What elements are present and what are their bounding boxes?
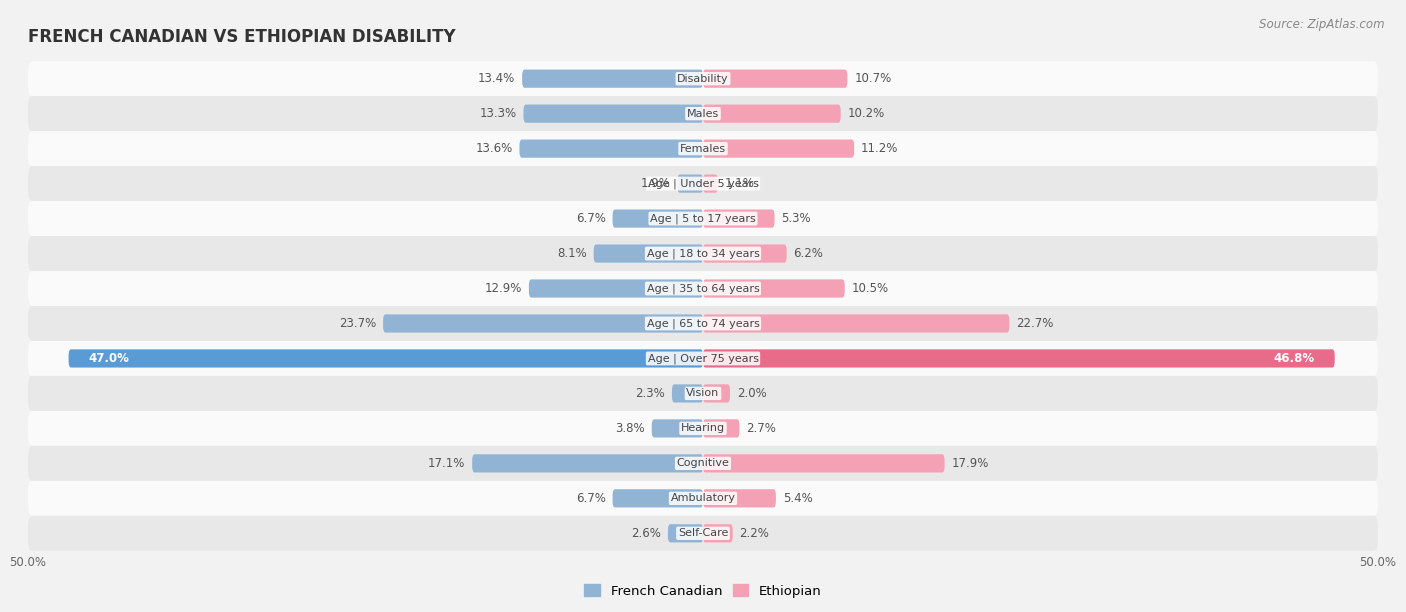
FancyBboxPatch shape xyxy=(703,209,775,228)
Text: 8.1%: 8.1% xyxy=(557,247,586,260)
FancyBboxPatch shape xyxy=(28,166,1378,201)
FancyBboxPatch shape xyxy=(703,70,848,88)
Text: 2.2%: 2.2% xyxy=(740,527,769,540)
FancyBboxPatch shape xyxy=(28,201,1378,236)
Text: Age | Under 5 years: Age | Under 5 years xyxy=(648,178,758,189)
FancyBboxPatch shape xyxy=(28,446,1378,481)
Text: Males: Males xyxy=(688,109,718,119)
FancyBboxPatch shape xyxy=(703,105,841,123)
FancyBboxPatch shape xyxy=(652,419,703,438)
Text: 2.6%: 2.6% xyxy=(631,527,661,540)
FancyBboxPatch shape xyxy=(593,244,703,263)
FancyBboxPatch shape xyxy=(28,61,1378,96)
Text: Females: Females xyxy=(681,144,725,154)
Text: 17.9%: 17.9% xyxy=(952,457,988,470)
FancyBboxPatch shape xyxy=(703,174,718,193)
Text: 10.7%: 10.7% xyxy=(855,72,891,85)
FancyBboxPatch shape xyxy=(703,140,855,158)
FancyBboxPatch shape xyxy=(703,489,776,507)
FancyBboxPatch shape xyxy=(28,131,1378,166)
FancyBboxPatch shape xyxy=(28,341,1378,376)
FancyBboxPatch shape xyxy=(613,489,703,507)
Text: Age | 35 to 64 years: Age | 35 to 64 years xyxy=(647,283,759,294)
Text: 11.2%: 11.2% xyxy=(860,142,898,155)
Text: Self-Care: Self-Care xyxy=(678,528,728,539)
FancyBboxPatch shape xyxy=(668,524,703,542)
Text: 13.6%: 13.6% xyxy=(475,142,513,155)
FancyBboxPatch shape xyxy=(672,384,703,403)
Text: Source: ZipAtlas.com: Source: ZipAtlas.com xyxy=(1260,18,1385,31)
Text: 13.3%: 13.3% xyxy=(479,107,517,120)
Text: 12.9%: 12.9% xyxy=(485,282,522,295)
FancyBboxPatch shape xyxy=(382,315,703,332)
Text: Age | Over 75 years: Age | Over 75 years xyxy=(648,353,758,364)
FancyBboxPatch shape xyxy=(28,306,1378,341)
FancyBboxPatch shape xyxy=(529,280,703,297)
Text: 5.3%: 5.3% xyxy=(782,212,811,225)
Text: 22.7%: 22.7% xyxy=(1017,317,1053,330)
Text: 2.0%: 2.0% xyxy=(737,387,766,400)
Text: Disability: Disability xyxy=(678,73,728,84)
FancyBboxPatch shape xyxy=(703,454,945,472)
Text: Cognitive: Cognitive xyxy=(676,458,730,468)
FancyBboxPatch shape xyxy=(522,70,703,88)
Text: 17.1%: 17.1% xyxy=(427,457,465,470)
Text: 23.7%: 23.7% xyxy=(339,317,377,330)
FancyBboxPatch shape xyxy=(28,516,1378,551)
FancyBboxPatch shape xyxy=(28,271,1378,306)
FancyBboxPatch shape xyxy=(703,419,740,438)
Text: 1.9%: 1.9% xyxy=(641,177,671,190)
FancyBboxPatch shape xyxy=(472,454,703,472)
Text: 3.8%: 3.8% xyxy=(616,422,645,435)
FancyBboxPatch shape xyxy=(69,349,703,368)
FancyBboxPatch shape xyxy=(703,384,730,403)
Text: Ambulatory: Ambulatory xyxy=(671,493,735,503)
FancyBboxPatch shape xyxy=(703,349,1334,368)
Text: FRENCH CANADIAN VS ETHIOPIAN DISABILITY: FRENCH CANADIAN VS ETHIOPIAN DISABILITY xyxy=(28,28,456,46)
Text: 6.7%: 6.7% xyxy=(576,492,606,505)
Text: 10.5%: 10.5% xyxy=(852,282,889,295)
Text: 13.4%: 13.4% xyxy=(478,72,516,85)
Text: Vision: Vision xyxy=(686,389,720,398)
Text: Age | 5 to 17 years: Age | 5 to 17 years xyxy=(650,214,756,224)
FancyBboxPatch shape xyxy=(523,105,703,123)
Text: Age | 65 to 74 years: Age | 65 to 74 years xyxy=(647,318,759,329)
Text: 2.3%: 2.3% xyxy=(636,387,665,400)
FancyBboxPatch shape xyxy=(703,280,845,297)
Text: 2.7%: 2.7% xyxy=(747,422,776,435)
FancyBboxPatch shape xyxy=(678,174,703,193)
Text: 6.7%: 6.7% xyxy=(576,212,606,225)
Text: Hearing: Hearing xyxy=(681,424,725,433)
FancyBboxPatch shape xyxy=(28,411,1378,446)
Legend: French Canadian, Ethiopian: French Canadian, Ethiopian xyxy=(579,579,827,603)
Text: 47.0%: 47.0% xyxy=(89,352,129,365)
FancyBboxPatch shape xyxy=(703,244,787,263)
FancyBboxPatch shape xyxy=(703,524,733,542)
FancyBboxPatch shape xyxy=(28,376,1378,411)
FancyBboxPatch shape xyxy=(613,209,703,228)
Text: 5.4%: 5.4% xyxy=(783,492,813,505)
FancyBboxPatch shape xyxy=(519,140,703,158)
Text: 1.1%: 1.1% xyxy=(724,177,755,190)
FancyBboxPatch shape xyxy=(703,315,1010,332)
Text: 10.2%: 10.2% xyxy=(848,107,884,120)
FancyBboxPatch shape xyxy=(28,481,1378,516)
FancyBboxPatch shape xyxy=(28,96,1378,131)
Text: 6.2%: 6.2% xyxy=(793,247,824,260)
Text: Age | 18 to 34 years: Age | 18 to 34 years xyxy=(647,248,759,259)
Text: 46.8%: 46.8% xyxy=(1274,352,1315,365)
FancyBboxPatch shape xyxy=(28,236,1378,271)
